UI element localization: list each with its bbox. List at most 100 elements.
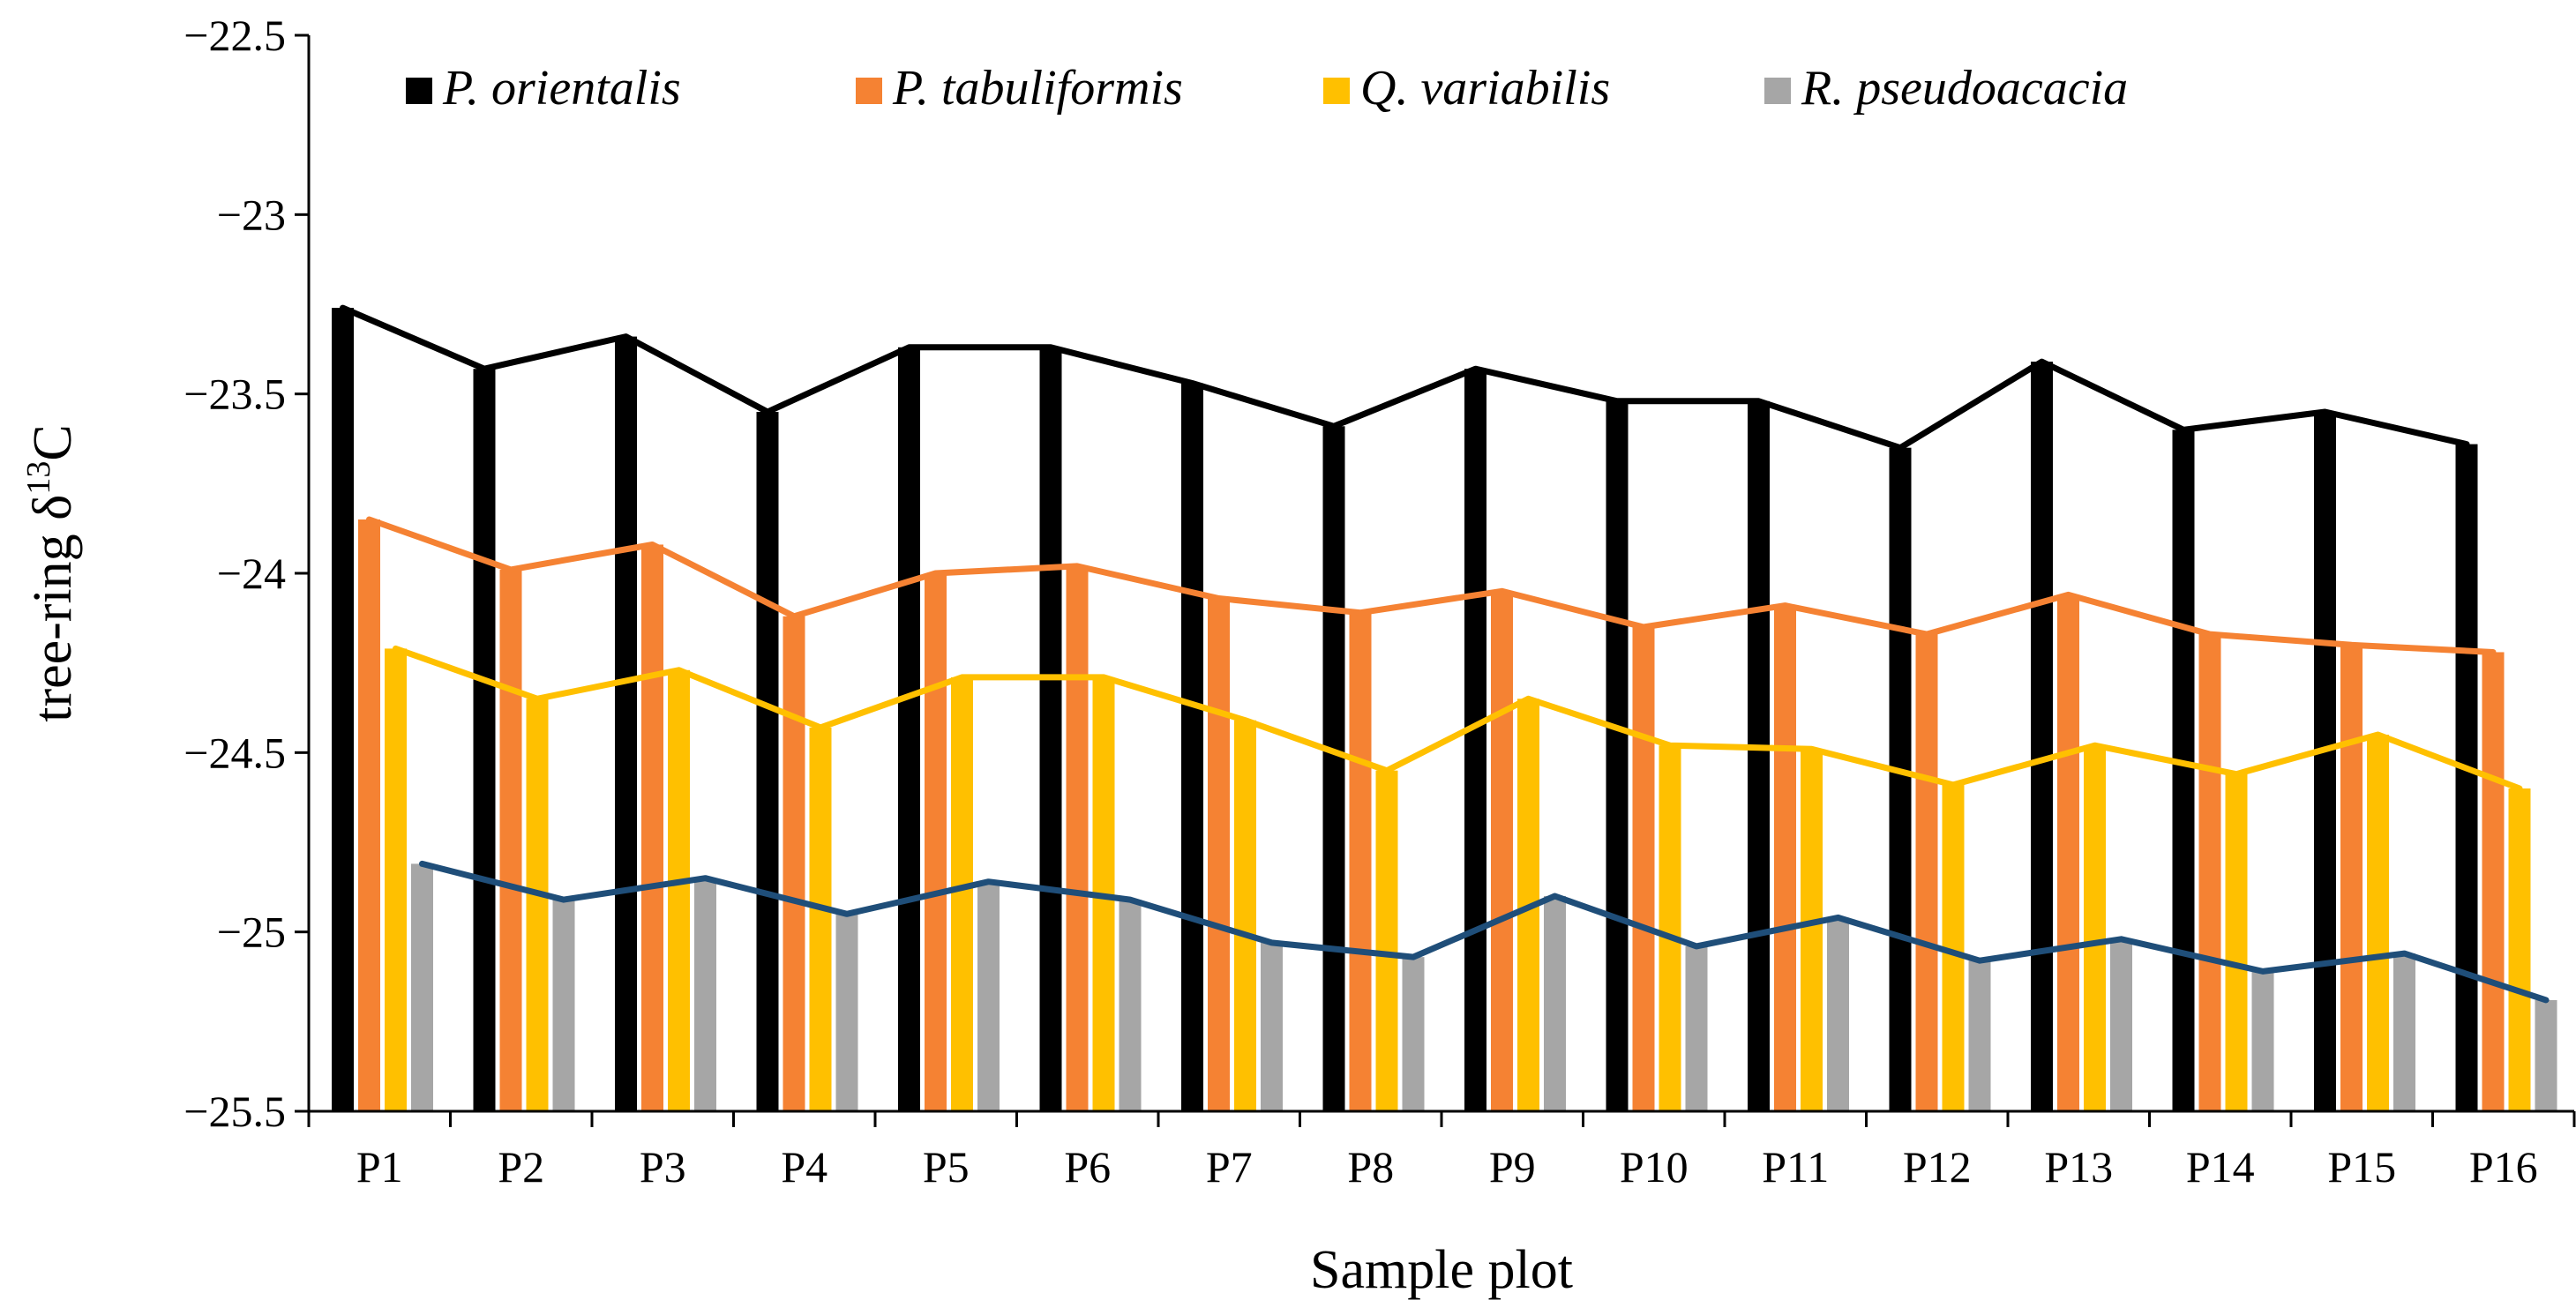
bar-r-pseudoacacia-p6 <box>1119 900 1142 1111</box>
bar-p-tabuliformis-p12 <box>1915 634 1938 1111</box>
bar-r-pseudoacacia-p9 <box>1544 896 1566 1111</box>
trend-lines <box>340 304 2550 1004</box>
x-tick-label-p8: P8 <box>1347 1142 1394 1192</box>
bar-p-tabuliformis-p16 <box>2482 652 2505 1111</box>
bar-p-tabuliformis-p6 <box>1066 565 1089 1111</box>
bar-r-pseudoacacia-p15 <box>2393 953 2415 1111</box>
y-tick-labels: −22.5 −23 −23.5 −24 −24.5 −25 −25.5 <box>183 11 286 1136</box>
bar-q-variabilis-p14 <box>2225 773 2248 1111</box>
legend-swatch <box>406 78 432 104</box>
bar-r-pseudoacacia-p16 <box>2535 999 2557 1111</box>
x-tick-label-p9: P9 <box>1489 1142 1536 1192</box>
legend-swatch <box>1323 78 1350 104</box>
x-tick-label-p11: P11 <box>1762 1142 1829 1192</box>
bar-p-tabuliformis-p5 <box>925 573 947 1111</box>
axes <box>295 34 2576 1127</box>
y-axis-title-superscript: 13 <box>20 461 57 495</box>
y-tick-label: −23 <box>217 190 286 239</box>
bar-p-tabuliformis-p13 <box>2057 594 2079 1111</box>
bar-p-tabuliformis-p14 <box>2198 634 2221 1111</box>
y-tick-label: −22.5 <box>183 11 286 60</box>
bar-p-tabuliformis-p15 <box>2340 645 2363 1111</box>
bar-p-orientalis-p4 <box>756 412 779 1111</box>
bar-q-variabilis-p11 <box>1801 749 1823 1111</box>
bar-r-pseudoacacia-p8 <box>1402 957 1425 1111</box>
x-tick-label-p13: P13 <box>2044 1142 2113 1192</box>
y-tick-label: −24 <box>217 549 286 598</box>
bar-q-variabilis-p15 <box>2367 735 2389 1111</box>
y-axis-title-prefix: tree-ring δ <box>23 495 83 722</box>
x-tick-label-p1: P1 <box>356 1142 403 1192</box>
x-tick-label-p14: P14 <box>2186 1142 2255 1192</box>
bar-q-variabilis-p10 <box>1659 745 1681 1111</box>
bar-r-pseudoacacia-p12 <box>1968 960 1991 1111</box>
bar-p-orientalis-p7 <box>1181 383 1203 1111</box>
bar-p-orientalis-p1 <box>332 308 354 1112</box>
x-tick-label-p6: P6 <box>1064 1142 1111 1192</box>
legend-swatch <box>856 78 882 104</box>
bar-p-orientalis-p16 <box>2455 444 2478 1112</box>
bar-r-pseudoacacia-p1 <box>411 863 433 1111</box>
bar-p-orientalis-p13 <box>2031 362 2053 1112</box>
bar-q-variabilis-p13 <box>2084 745 2106 1111</box>
bar-p-orientalis-p6 <box>1039 347 1062 1111</box>
bar-q-variabilis-p16 <box>2508 788 2531 1111</box>
bar-q-variabilis-p3 <box>668 669 690 1111</box>
bar-p-orientalis-p12 <box>1889 447 1912 1112</box>
line-q-variabilis <box>393 645 2523 792</box>
bar-p-orientalis-p14 <box>2172 430 2195 1111</box>
bar-p-orientalis-p15 <box>2314 412 2336 1111</box>
x-tick-label-p15: P15 <box>2327 1142 2396 1192</box>
bar-p-orientalis-p10 <box>1606 400 1629 1111</box>
x-tick-label-p10: P10 <box>1620 1142 1689 1192</box>
bar-p-tabuliformis-p8 <box>1349 612 1372 1111</box>
y-tick-label: −24.5 <box>183 728 286 777</box>
x-tick-label-p7: P7 <box>1206 1142 1253 1192</box>
bar-q-variabilis-p5 <box>951 676 973 1111</box>
x-axis-title: Sample plot <box>1310 1240 1573 1300</box>
bar-r-pseudoacacia-p3 <box>694 878 716 1111</box>
y-tick-label: −23.5 <box>183 370 286 419</box>
legend-label: P. tabuliformis <box>892 61 1183 116</box>
bar-p-tabuliformis-p9 <box>1491 591 1513 1111</box>
bar-p-tabuliformis-p2 <box>499 569 522 1111</box>
bar-marks <box>332 308 2557 1112</box>
bar-p-orientalis-p9 <box>1464 369 1486 1111</box>
y-axis-title: tree-ring δ13C <box>20 424 83 722</box>
bar-r-pseudoacacia-p5 <box>977 881 1000 1111</box>
bar-p-orientalis-p8 <box>1322 426 1345 1111</box>
legend-label: R. pseudoacacia <box>1801 61 2128 116</box>
bar-p-orientalis-p11 <box>1748 400 1770 1111</box>
x-tick-label-p3: P3 <box>640 1142 686 1192</box>
bar-p-tabuliformis-p7 <box>1208 598 1230 1111</box>
x-tick-label-p12: P12 <box>1903 1142 1972 1192</box>
x-tick-labels: P1 P2 P3 P4 P5 P6 P7 P8 P9 P10 P11 P12 P13 P14 P15 P16 <box>356 1142 2538 1192</box>
bar-r-pseudoacacia-p10 <box>1685 945 1708 1111</box>
bar-r-pseudoacacia-p4 <box>835 914 858 1111</box>
bar-p-tabuliformis-p10 <box>1632 627 1655 1111</box>
x-tick-label-p16: P16 <box>2469 1142 2538 1192</box>
bar-p-tabuliformis-p4 <box>783 616 805 1111</box>
legend: P. orientalis P. tabuliformis Q. variabili… <box>406 61 2128 116</box>
legend-swatch <box>1764 78 1791 104</box>
bar-q-variabilis-p4 <box>809 727 832 1111</box>
bar-p-orientalis-p5 <box>898 347 920 1111</box>
y-tick-label: −25.5 <box>183 1087 286 1136</box>
legend-label: Q. variabilis <box>1360 61 1610 116</box>
line-r-pseudoacacia <box>419 860 2550 1004</box>
bar-r-pseudoacacia-p2 <box>552 900 575 1111</box>
bar-q-variabilis-p1 <box>385 648 407 1111</box>
bar-p-tabuliformis-p3 <box>641 544 663 1111</box>
x-tick-label-p2: P2 <box>498 1142 544 1192</box>
bar-q-variabilis-p2 <box>526 699 549 1111</box>
line-p-tabuliformis <box>366 516 2497 655</box>
x-tick-label-p5: P5 <box>923 1142 970 1192</box>
y-tick-label: −25 <box>217 908 286 957</box>
bar-p-tabuliformis-p11 <box>1774 605 1796 1111</box>
bar-r-pseudoacacia-p7 <box>1261 942 1283 1111</box>
bar-r-pseudoacacia-p11 <box>1827 917 1849 1111</box>
legend-label: P. orientalis <box>442 61 681 116</box>
y-axis-title-suffix: C <box>23 424 83 460</box>
